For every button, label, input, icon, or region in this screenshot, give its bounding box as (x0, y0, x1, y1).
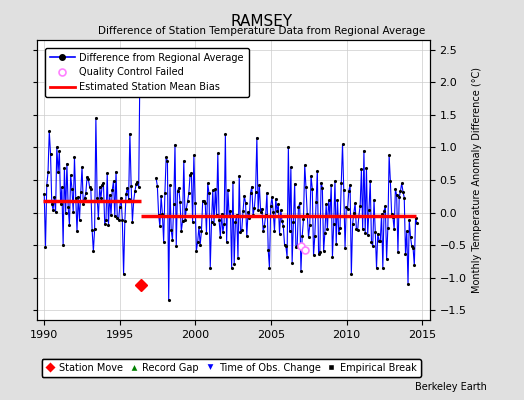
Legend: Station Move, Record Gap, Time of Obs. Change, Empirical Break: Station Move, Record Gap, Time of Obs. C… (41, 359, 421, 377)
Y-axis label: Monthly Temperature Anomaly Difference (°C): Monthly Temperature Anomaly Difference (… (472, 67, 482, 293)
Text: Berkeley Earth: Berkeley Earth (416, 382, 487, 392)
Text: RAMSEY: RAMSEY (231, 14, 293, 29)
Text: Difference of Station Temperature Data from Regional Average: Difference of Station Temperature Data f… (99, 26, 425, 36)
